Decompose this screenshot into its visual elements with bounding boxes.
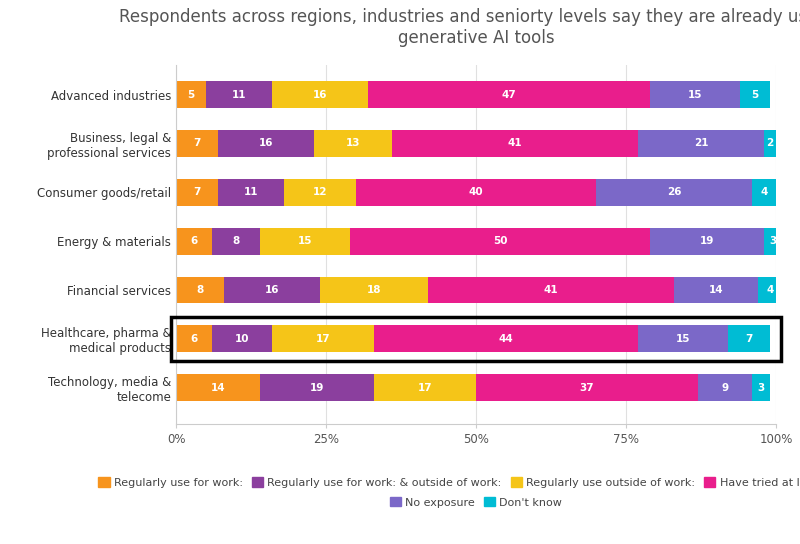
Bar: [171, 317, 781, 361]
Bar: [176, 374, 260, 401]
Bar: [596, 179, 752, 206]
Bar: [740, 81, 770, 108]
Text: 15: 15: [676, 334, 690, 344]
Bar: [650, 81, 740, 108]
Text: 18: 18: [366, 285, 382, 295]
Text: 4: 4: [766, 285, 774, 295]
Text: 5: 5: [751, 90, 758, 100]
Bar: [218, 179, 284, 206]
Text: 41: 41: [544, 285, 558, 295]
Bar: [284, 179, 356, 206]
Bar: [674, 276, 758, 304]
Bar: [356, 179, 596, 206]
Text: 19: 19: [310, 382, 324, 393]
Bar: [476, 374, 698, 401]
Bar: [212, 325, 272, 353]
Text: 50: 50: [493, 236, 507, 246]
Text: 16: 16: [258, 138, 274, 149]
Title: Respondents across regions, industries and seniorty levels say they are already : Respondents across regions, industries a…: [119, 8, 800, 47]
Bar: [728, 325, 770, 353]
Bar: [320, 276, 428, 304]
Text: 6: 6: [190, 334, 198, 344]
Text: 15: 15: [688, 90, 702, 100]
Text: 8: 8: [232, 236, 240, 246]
Bar: [368, 81, 650, 108]
Bar: [176, 228, 212, 255]
Text: 7: 7: [746, 334, 753, 344]
Text: 16: 16: [313, 90, 327, 100]
Text: 2: 2: [766, 138, 774, 149]
Text: 7: 7: [194, 138, 201, 149]
Text: 17: 17: [418, 382, 432, 393]
Text: 19: 19: [700, 236, 714, 246]
Text: 3: 3: [758, 382, 765, 393]
Text: 40: 40: [469, 187, 483, 197]
Bar: [176, 276, 224, 304]
Bar: [374, 325, 638, 353]
Bar: [392, 130, 638, 157]
Bar: [374, 374, 476, 401]
Text: 41: 41: [508, 138, 522, 149]
Bar: [752, 179, 776, 206]
Bar: [176, 179, 218, 206]
Text: 4: 4: [760, 187, 768, 197]
Bar: [272, 325, 374, 353]
Text: 7: 7: [194, 187, 201, 197]
Text: 13: 13: [346, 138, 360, 149]
Text: 44: 44: [498, 334, 514, 344]
Text: 12: 12: [313, 187, 327, 197]
Bar: [176, 130, 218, 157]
Bar: [176, 81, 206, 108]
Text: 14: 14: [709, 285, 723, 295]
Bar: [350, 228, 650, 255]
Text: 10: 10: [234, 334, 250, 344]
Bar: [638, 130, 764, 157]
Text: 8: 8: [196, 285, 204, 295]
Legend: No exposure, Don't know: No exposure, Don't know: [386, 493, 566, 512]
Bar: [764, 228, 782, 255]
Text: 16: 16: [265, 285, 279, 295]
Bar: [224, 276, 320, 304]
Bar: [212, 228, 260, 255]
Text: 14: 14: [210, 382, 226, 393]
Bar: [206, 81, 272, 108]
Text: 17: 17: [316, 334, 330, 344]
Text: 9: 9: [722, 382, 729, 393]
Bar: [176, 325, 212, 353]
Bar: [752, 374, 770, 401]
Bar: [638, 325, 728, 353]
Text: 26: 26: [666, 187, 682, 197]
Bar: [260, 228, 350, 255]
Bar: [764, 130, 776, 157]
Bar: [314, 130, 392, 157]
Bar: [218, 130, 314, 157]
Bar: [428, 276, 674, 304]
Bar: [698, 374, 752, 401]
Text: 37: 37: [580, 382, 594, 393]
Text: 11: 11: [244, 187, 258, 197]
Text: 15: 15: [298, 236, 312, 246]
Text: 11: 11: [232, 90, 246, 100]
Text: 6: 6: [190, 236, 198, 246]
Text: 5: 5: [187, 90, 194, 100]
Bar: [260, 374, 374, 401]
Bar: [272, 81, 368, 108]
Bar: [758, 276, 782, 304]
Bar: [650, 228, 764, 255]
Text: 3: 3: [770, 236, 777, 246]
Text: 21: 21: [694, 138, 708, 149]
Text: 47: 47: [502, 90, 516, 100]
